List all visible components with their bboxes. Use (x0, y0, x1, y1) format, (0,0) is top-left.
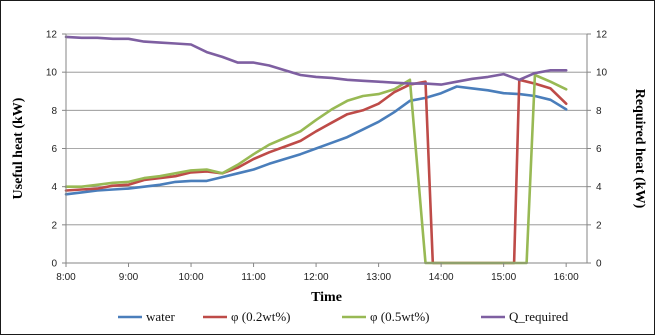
legend: water φ (0.2wt%) φ (0.5wt%) Q_required (118, 309, 569, 324)
x-tick-label: 10:00 (179, 272, 204, 283)
x-tick-label: 8:00 (56, 272, 76, 283)
x-tick-label: 13:00 (366, 272, 391, 283)
y-tick-label: 4 (51, 182, 57, 193)
series-line-0 (64, 85, 568, 196)
y-tick-label: 8 (51, 106, 57, 117)
series-line-3 (64, 35, 568, 86)
y-right-tick-label: 12 (596, 30, 608, 41)
y-right-tick-label: 6 (596, 144, 602, 155)
series-line-1 (64, 78, 568, 265)
x-tick-label: 15:00 (491, 272, 516, 283)
x-tick-label: 11:00 (241, 272, 266, 283)
right-y-axis-title: Required heat (kW) (632, 89, 647, 209)
y-right-tick-label: 10 (596, 68, 608, 79)
legend-label-0: water (146, 309, 176, 324)
legend-label-2: φ (0.5wt%) (370, 309, 430, 324)
x-tick-label: 16:00 (554, 272, 579, 283)
y-tick-label: 6 (51, 144, 57, 155)
y-right-tick-label: 0 (596, 259, 602, 270)
series-lines (64, 35, 568, 265)
x-tick-label: 12:00 (304, 272, 329, 283)
y-right-tick-label: 4 (596, 182, 602, 193)
legend-label-3: Q_required (509, 309, 569, 324)
series-line-2 (64, 73, 568, 265)
left-y-axis-title: Useful heat (kW) (11, 97, 26, 199)
grid-lines (66, 33, 587, 226)
x-tick-label: 14:00 (429, 272, 454, 283)
y-tick-label: 12 (46, 30, 58, 41)
y-tick-label: 2 (51, 220, 57, 231)
x-axis-title: Time (311, 290, 342, 305)
axes: 0 0 2 2 4 4 6 6 8 8 10 10 12 12 8:00 9:00 10:00 11:00 12:0… (46, 30, 608, 284)
y-right-tick-label: 2 (596, 220, 602, 231)
y-right-tick-label: 8 (596, 106, 602, 117)
y-tick-label: 0 (51, 259, 57, 270)
x-tick-label: 9:00 (119, 272, 139, 283)
y-tick-label: 10 (46, 68, 58, 79)
legend-label-1: φ (0.2wt%) (231, 309, 291, 324)
